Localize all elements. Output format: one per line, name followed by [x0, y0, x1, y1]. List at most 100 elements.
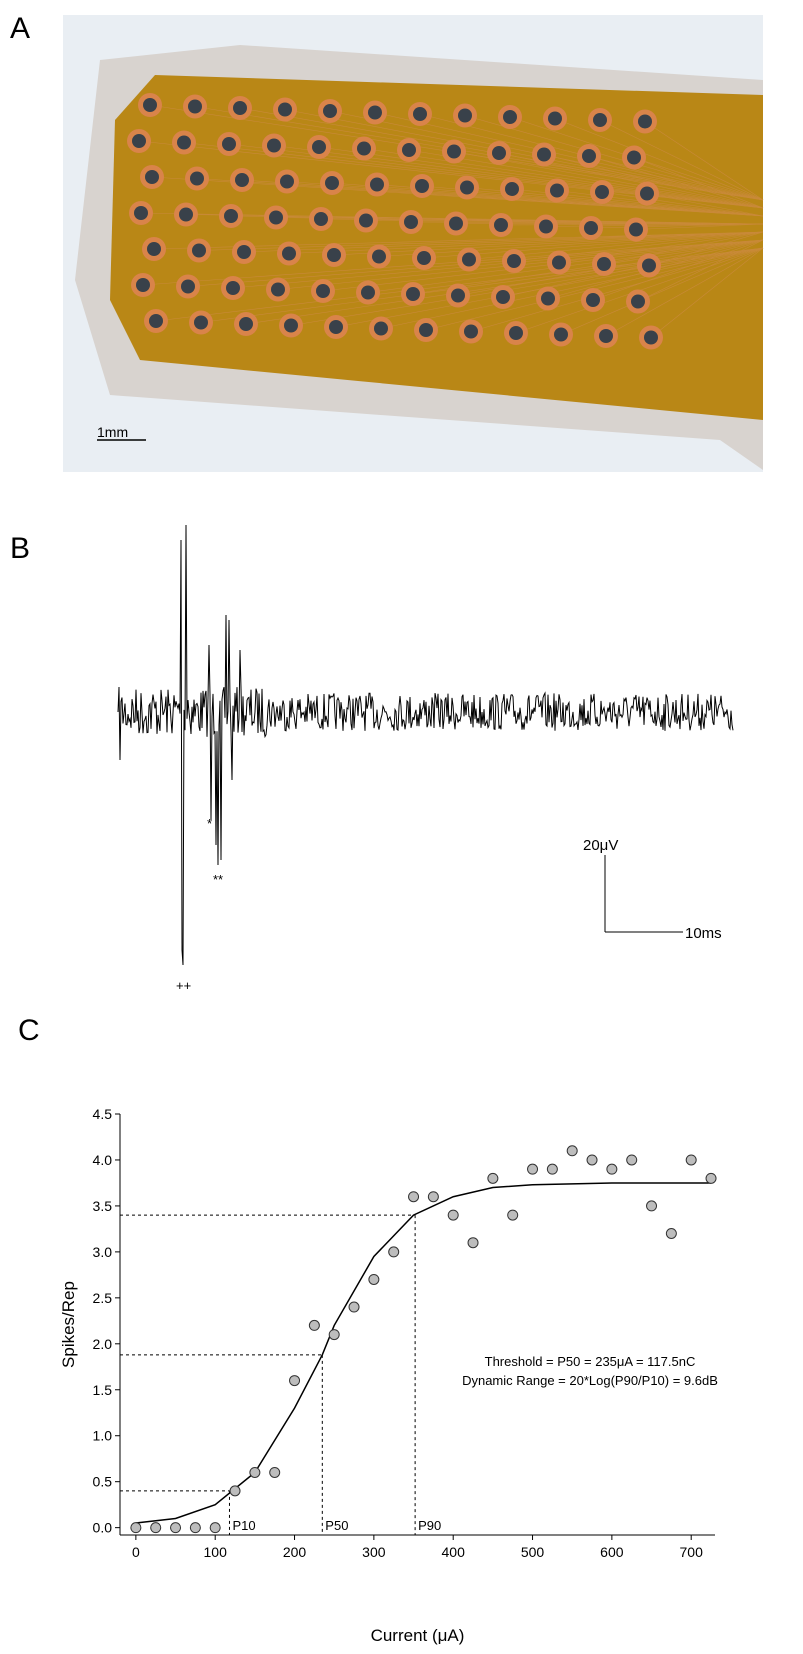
electrode-photo: 1mm	[63, 15, 764, 472]
electrode	[235, 173, 249, 187]
y-tick-label: 2.0	[93, 1336, 113, 1352]
data-point	[487, 1172, 499, 1184]
electrode	[417, 251, 431, 265]
panel-label: C	[18, 1014, 40, 1047]
electrode	[132, 134, 146, 148]
chart: 0.0 0.5 1.0 1.5 2.0 2.5 3.0 3.5 4.0 4.5 0 100 200 300…	[59, 1106, 718, 1645]
trace-wire	[464, 115, 764, 201]
electrode	[134, 206, 148, 220]
electrode	[458, 108, 472, 123]
electrode	[312, 140, 326, 154]
electrode	[233, 101, 247, 115]
x-tick-label: 0	[132, 1544, 140, 1560]
electrode	[370, 177, 384, 192]
annotation: Dynamic Range = 20*Log(P90/P10) = 9.6dB	[462, 1373, 718, 1388]
panel-label: B	[10, 532, 30, 565]
y-tick-label: 3.5	[93, 1198, 113, 1214]
electrode	[222, 137, 236, 151]
data-point	[249, 1466, 261, 1478]
electrode	[143, 98, 157, 112]
spike-mark: *	[207, 816, 212, 831]
electrode	[552, 255, 566, 270]
electrode	[597, 257, 611, 271]
electrode	[402, 143, 416, 157]
data-point	[348, 1301, 360, 1313]
electrode	[447, 144, 461, 159]
trace-wire	[633, 157, 764, 209]
trace-wire	[588, 155, 764, 209]
electrode	[190, 171, 204, 186]
electrode	[374, 321, 388, 336]
electrode	[413, 107, 427, 121]
electrode	[631, 294, 645, 309]
electrode	[177, 135, 191, 150]
trace-wire	[322, 239, 764, 292]
electrode	[644, 330, 658, 345]
trace-wire	[412, 239, 764, 295]
electrode	[496, 290, 510, 304]
data-point	[229, 1485, 241, 1497]
data-point	[566, 1145, 578, 1157]
electrode	[327, 248, 341, 262]
trace-wire	[408, 149, 764, 209]
electrode	[629, 222, 643, 237]
data-point	[467, 1237, 479, 1249]
trace-wire	[374, 112, 764, 201]
y-tick-label: 4.0	[93, 1152, 113, 1168]
electrode	[192, 243, 206, 258]
electrode	[188, 99, 202, 114]
electrode	[548, 111, 562, 126]
scale-bar-label: 1mm	[97, 424, 128, 440]
electrode	[280, 174, 294, 189]
electrode	[462, 252, 476, 267]
data-point	[289, 1375, 301, 1387]
data-point	[665, 1227, 677, 1239]
data-point	[507, 1209, 519, 1221]
trace-wire	[421, 185, 764, 217]
trace-wire	[363, 148, 764, 209]
electrode	[239, 317, 253, 331]
electrode	[359, 213, 373, 228]
electrode	[149, 314, 163, 328]
trace-wire	[200, 247, 764, 323]
electrode	[550, 183, 564, 198]
data-point	[269, 1466, 281, 1478]
data-point	[705, 1172, 717, 1184]
y-tick-label: 1.0	[93, 1428, 113, 1444]
data-point	[586, 1154, 598, 1166]
data-point	[685, 1154, 697, 1166]
trace-wire	[554, 118, 764, 201]
electrode	[638, 114, 652, 129]
panel-label: A	[10, 12, 30, 45]
annotation: Threshold = P50 = 235μA = 117.5nC	[485, 1354, 696, 1369]
trace-wire	[423, 231, 764, 259]
reference-label: P10	[232, 1518, 255, 1533]
electrode	[505, 182, 519, 196]
y-tick-label: 1.5	[93, 1382, 113, 1398]
trace-wire	[290, 247, 764, 326]
electrode	[595, 185, 609, 199]
trace-wire	[590, 223, 764, 229]
x-tick-label: 400	[442, 1544, 466, 1560]
reference-label: P90	[418, 1518, 441, 1533]
electrode	[284, 318, 298, 333]
data-point	[130, 1522, 142, 1534]
electrode	[329, 320, 343, 334]
electrode	[640, 186, 654, 201]
electrode	[271, 282, 285, 297]
spike-mark: **	[213, 872, 223, 887]
electrode	[145, 170, 159, 184]
x-tick-label: 200	[283, 1544, 307, 1560]
trace-wire	[592, 239, 764, 301]
data-point	[170, 1522, 182, 1534]
electrode	[554, 327, 568, 342]
trace-wire	[331, 182, 764, 217]
y-axis-title: Spikes/Rep	[59, 1281, 78, 1368]
fit-curve	[135, 1182, 712, 1524]
electrode	[237, 245, 251, 259]
amplitude-label: 20μV	[583, 837, 618, 854]
electrode	[323, 104, 337, 118]
data-point	[427, 1191, 439, 1203]
trace	[117, 524, 734, 966]
electrode	[584, 221, 598, 235]
